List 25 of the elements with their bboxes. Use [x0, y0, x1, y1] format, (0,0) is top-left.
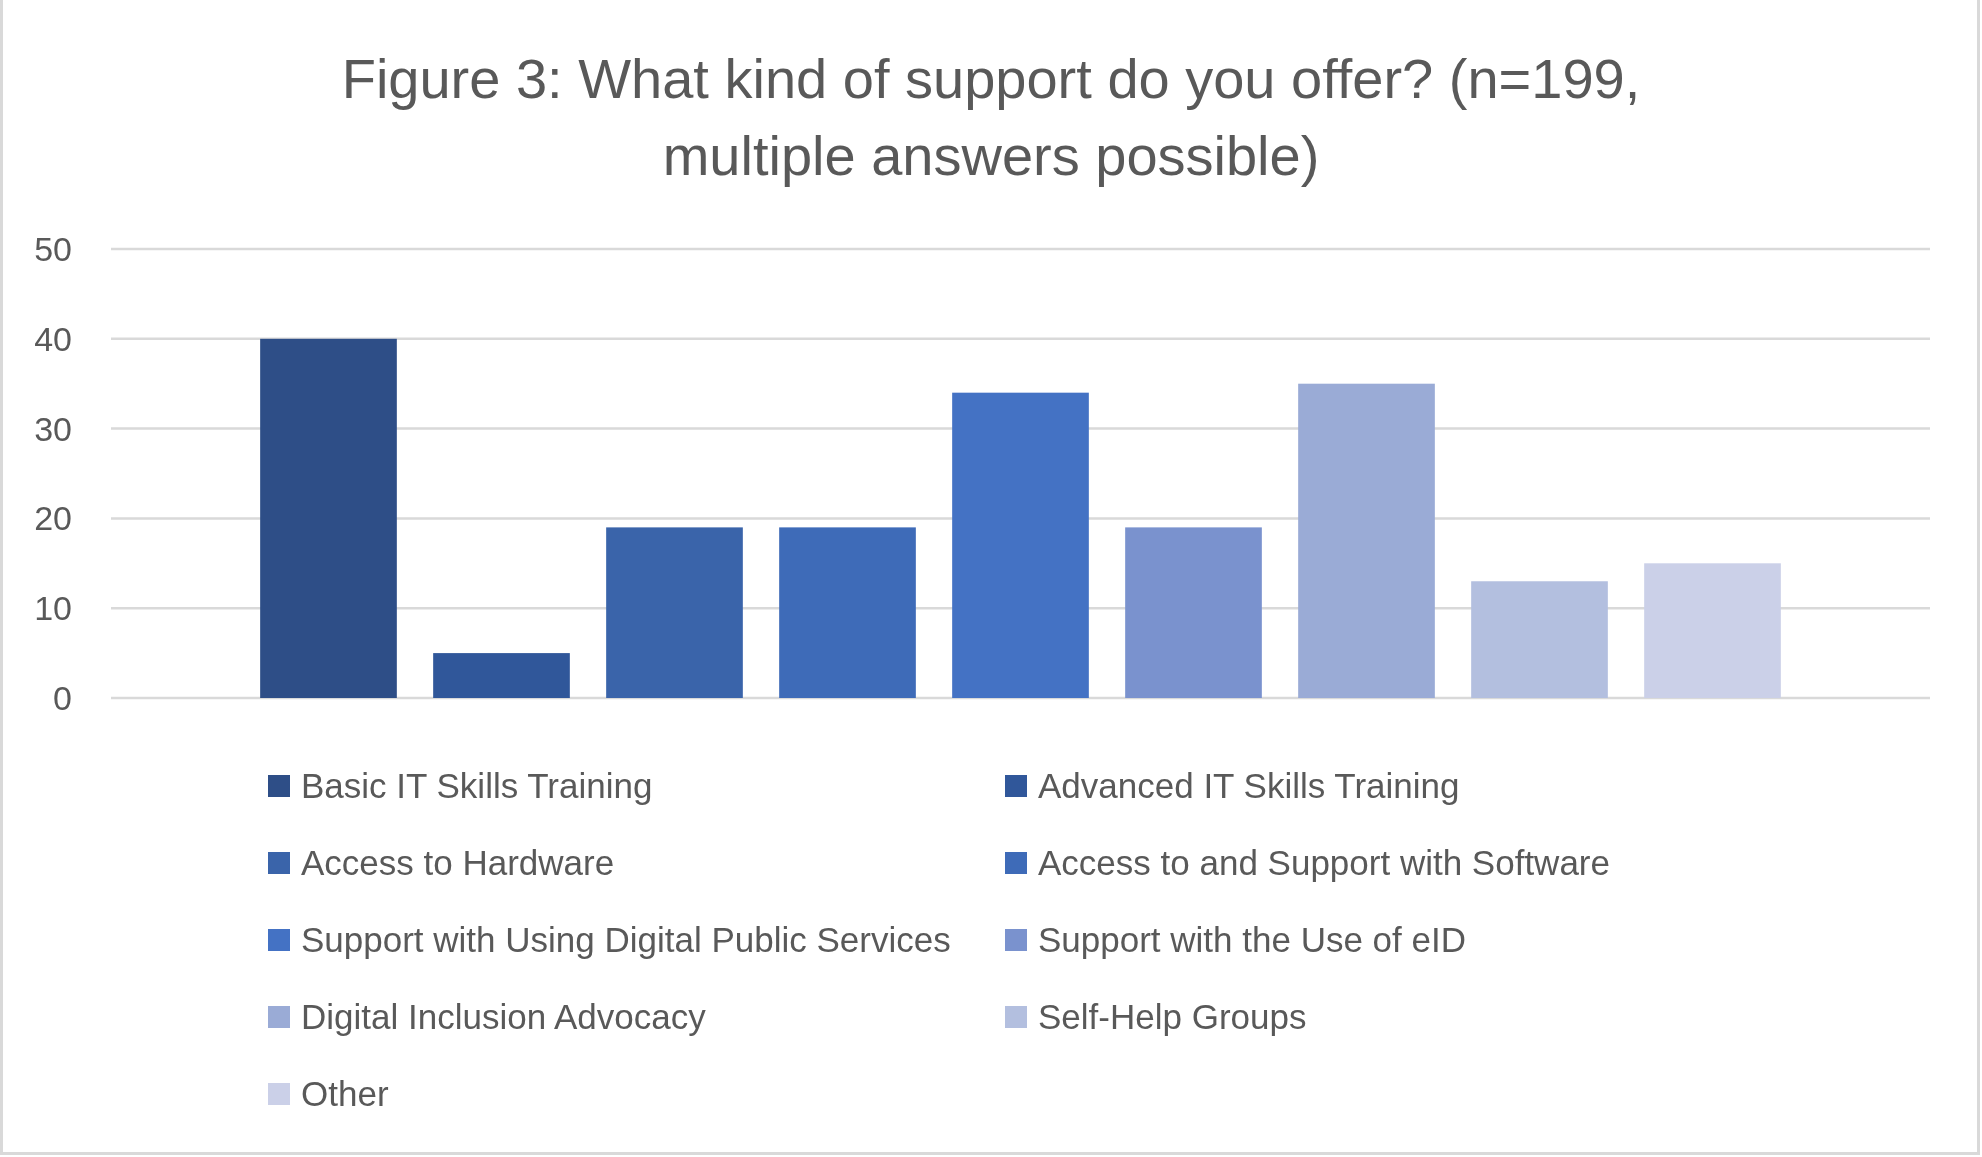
legend-label: Support with the Use of eID	[1038, 920, 1466, 960]
bar	[1644, 563, 1781, 698]
y-tick-label: 0	[53, 678, 72, 717]
y-tick-label: 10	[34, 589, 72, 628]
bar	[260, 338, 397, 698]
bar	[433, 653, 570, 698]
legend-label: Support with Using Digital Public Services	[301, 920, 951, 960]
bar	[1471, 581, 1608, 698]
legend-label: Digital Inclusion Advocacy	[301, 997, 707, 1037]
y-tick-label: 20	[34, 499, 72, 538]
legend-label: Self-Help Groups	[1038, 997, 1307, 1037]
bar	[779, 527, 916, 698]
legend-label: Access to and Support with Software	[1038, 843, 1610, 883]
bar	[952, 392, 1089, 698]
y-tick-label: 50	[34, 229, 72, 268]
y-tick-label: 40	[34, 319, 72, 358]
legend-label: Access to Hardware	[301, 843, 615, 883]
legend-label: Advanced IT Skills Training	[1038, 766, 1460, 806]
chart-title: Figure 3: What kind of support do you offer? (n=199, multiple answers possible)	[341, 46, 1641, 187]
legend-label: Other	[301, 1074, 389, 1114]
bar	[1125, 527, 1262, 698]
legend-label: Basic IT Skills Training	[301, 766, 653, 806]
bar	[1298, 383, 1435, 698]
bar	[606, 527, 743, 698]
y-tick-label: 30	[34, 409, 72, 448]
